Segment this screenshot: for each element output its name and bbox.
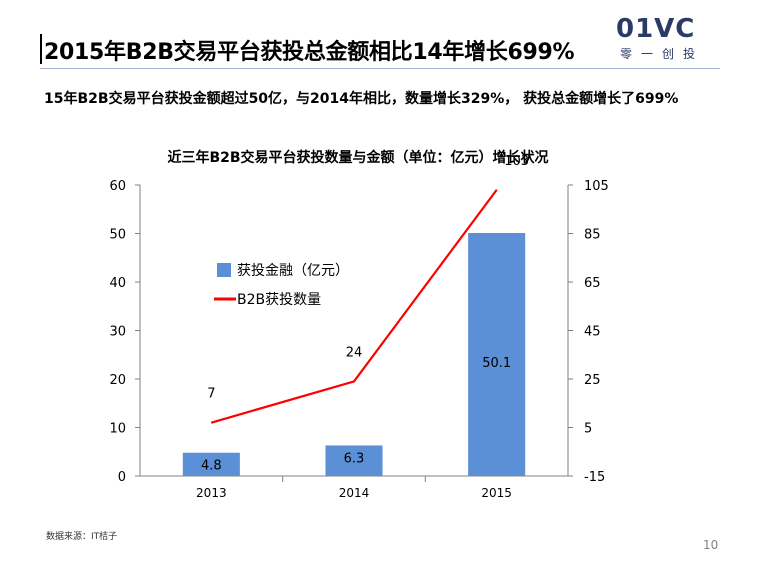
line-point [210, 422, 212, 424]
page-number: 10 [703, 538, 719, 552]
legend-label-line: B2B获投数量 [237, 292, 321, 308]
right-tick-label: 105 [584, 179, 609, 194]
chart-legend: 获投金融（亿元） B2B获投数量 [214, 263, 349, 308]
x-tick-label: 2013 [196, 486, 227, 500]
legend-label-bar: 获投金融（亿元） [237, 263, 349, 279]
data-source-note: 数据来源：IT桔子 [46, 532, 118, 542]
right-tick-label: 85 [584, 228, 601, 243]
line-point [496, 189, 498, 191]
bar-value-label: 6.3 [344, 451, 365, 466]
logo-subtitle: 零一创投 [620, 47, 705, 61]
x-tick-label: 2015 [481, 486, 512, 500]
line-point [353, 380, 355, 382]
logo-wordmark: 01VC [616, 14, 696, 44]
line-value-label: 103 [504, 154, 529, 169]
bar [468, 233, 526, 476]
left-tick-label: 40 [109, 276, 126, 291]
right-tick-label: 45 [584, 325, 601, 340]
bar-value-label: 50.1 [482, 356, 511, 371]
title-accent-bar [40, 34, 602, 64]
right-tick-label: 5 [584, 422, 592, 437]
bar-series: 4.8 6.3 50.1 [182, 233, 526, 476]
legend-swatch-bar [217, 263, 231, 277]
x-tick-label: 2014 [339, 486, 370, 500]
left-tick-label: 10 [109, 422, 126, 437]
left-tick-label: 30 [109, 325, 126, 340]
bar [182, 452, 240, 476]
title-divider [40, 68, 720, 69]
bar-value-label: 4.8 [201, 459, 222, 474]
left-tick-label: 60 [109, 179, 126, 194]
left-tick-label: 50 [109, 228, 126, 243]
bar [325, 445, 383, 476]
right-tick-label: 25 [584, 373, 601, 388]
line-value-label: 24 [346, 345, 363, 360]
left-tick-label: 20 [109, 373, 126, 388]
chart-title: 近三年B2B交易平台获投数量与金额（单位：亿元）增长状况 [167, 149, 548, 166]
line-value-label: 7 [207, 387, 215, 402]
right-tick-label: -15 [584, 470, 605, 485]
slide-title: 2015年B2B交易平台获投总金额相比14年增长699% [44, 40, 575, 65]
line-series: 7 24 103 [207, 154, 529, 424]
right-tick-label: 65 [584, 276, 601, 291]
slide-subtitle: 15年B2B交易平台获投金额超过50亿，与2014年相比，数量增长329%， 获… [44, 91, 679, 107]
company-logo: 01VC 零一创投 [616, 14, 726, 64]
left-tick-label: 0 [118, 470, 126, 485]
